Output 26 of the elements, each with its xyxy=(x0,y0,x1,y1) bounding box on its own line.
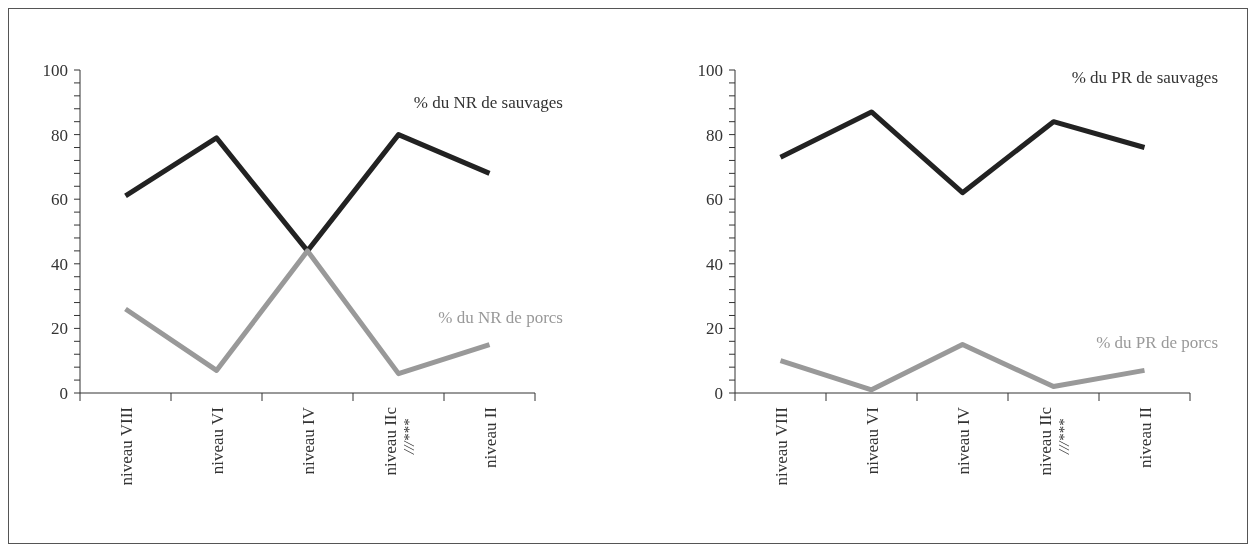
text: % du PR de sauvages xyxy=(1071,67,1218,87)
y-tick-label: 40 xyxy=(51,254,68,274)
x-tick-label: niveau VIII xyxy=(116,406,136,486)
x-tick-label: niveau VIII xyxy=(771,406,791,486)
y-tick-label: 0 xyxy=(59,383,68,403)
y-tick-label: 100 xyxy=(697,60,723,80)
x-tick-label: niveau IV xyxy=(298,406,318,475)
y-tick-label: 0 xyxy=(714,383,723,403)
x-tick-label: niveau II xyxy=(480,406,500,468)
y-tick-label: 40 xyxy=(706,254,723,274)
y-tick-label: 80 xyxy=(706,125,723,145)
y-tick-label: 100 xyxy=(42,60,68,80)
x-tick-label: niveau IV xyxy=(953,406,973,475)
y-tick-label: 20 xyxy=(51,319,68,339)
x-tick-label: niveau VI xyxy=(207,406,227,475)
x-tick-label: niveau IIc ///*** xyxy=(1035,406,1072,476)
x-tick-label: niveau IIc ///*** xyxy=(380,406,417,476)
series-label: % du PR de porcs xyxy=(1096,333,1218,353)
y-tick-label: 60 xyxy=(706,190,723,210)
y-tick-label: 20 xyxy=(706,319,723,339)
series-label: % du NR de sauvages xyxy=(413,93,563,113)
y-tick-label: 60 xyxy=(51,190,68,210)
y-tick-label: 80 xyxy=(51,125,68,145)
x-tick-label: niveau II xyxy=(1135,406,1155,468)
x-tick-label: niveau VI xyxy=(862,406,882,475)
series-label: % du NR de porcs xyxy=(438,307,563,327)
